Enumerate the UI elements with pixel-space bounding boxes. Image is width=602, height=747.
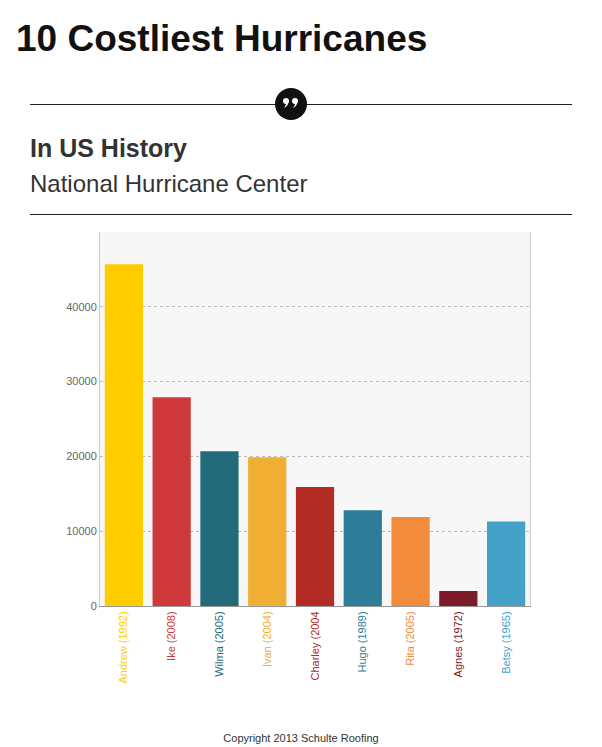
svg-text:Wilma (2005): Wilma (2005) — [213, 611, 225, 676]
svg-text:Ivan (2004): Ivan (2004) — [261, 611, 273, 667]
html-text:In US History: In US History — [30, 134, 187, 162]
svg-text:30000: 30000 — [66, 375, 97, 387]
html-text:Copyright 2013 Schulte Roofing: Copyright 2013 Schulte Roofing — [223, 732, 379, 744]
svg-text:Rita (2005): Rita (2005) — [404, 611, 416, 665]
html-text:National Hurricane Center: National Hurricane Center — [30, 170, 308, 197]
svg-text:20000: 20000 — [66, 450, 97, 462]
svg-text:Hugo (1989): Hugo (1989) — [356, 611, 368, 672]
svg-text:Agnes (1972): Agnes (1972) — [452, 611, 464, 677]
svg-text:0: 0 — [91, 600, 97, 612]
html-text:10 Costliest Hurricanes: 10 Costliest Hurricanes — [16, 18, 428, 59]
svg-text:Betsy (1965): Betsy (1965) — [500, 611, 512, 673]
svg-text:Ike (2008): Ike (2008) — [165, 611, 177, 661]
svg-text:Charley (2004: Charley (2004 — [309, 611, 321, 680]
svg-text:Andrew (1992): Andrew (1992) — [117, 611, 129, 683]
svg-text:40000: 40000 — [66, 301, 97, 313]
svg-text:10000: 10000 — [66, 525, 97, 537]
